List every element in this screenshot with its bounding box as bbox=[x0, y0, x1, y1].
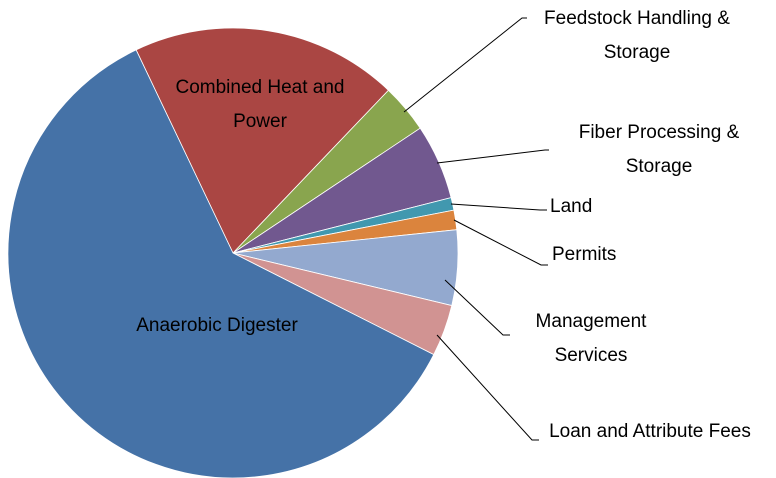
leader-line bbox=[453, 219, 548, 266]
slice-label: Management Services bbox=[535, 311, 647, 366]
pie-slice bbox=[135, 27, 389, 254]
slice-label: Permits bbox=[552, 244, 617, 265]
leader-line bbox=[436, 334, 539, 441]
pie-slice bbox=[7, 49, 435, 478]
slice-label: Land bbox=[550, 196, 593, 217]
slice-label: Fiber Processing & Storage bbox=[578, 122, 740, 177]
slice-label: Loan and Attribute Fees bbox=[549, 421, 751, 442]
leader-line bbox=[403, 17, 527, 113]
leader-line bbox=[450, 203, 547, 211]
slice-label: Combined Heat and Power bbox=[175, 77, 345, 132]
leader-line bbox=[444, 279, 510, 336]
slice-label: Feedstock Handling & Storage bbox=[544, 8, 730, 63]
slice-label: Anaerobic Digester bbox=[136, 315, 298, 336]
leader-line bbox=[436, 149, 549, 164]
